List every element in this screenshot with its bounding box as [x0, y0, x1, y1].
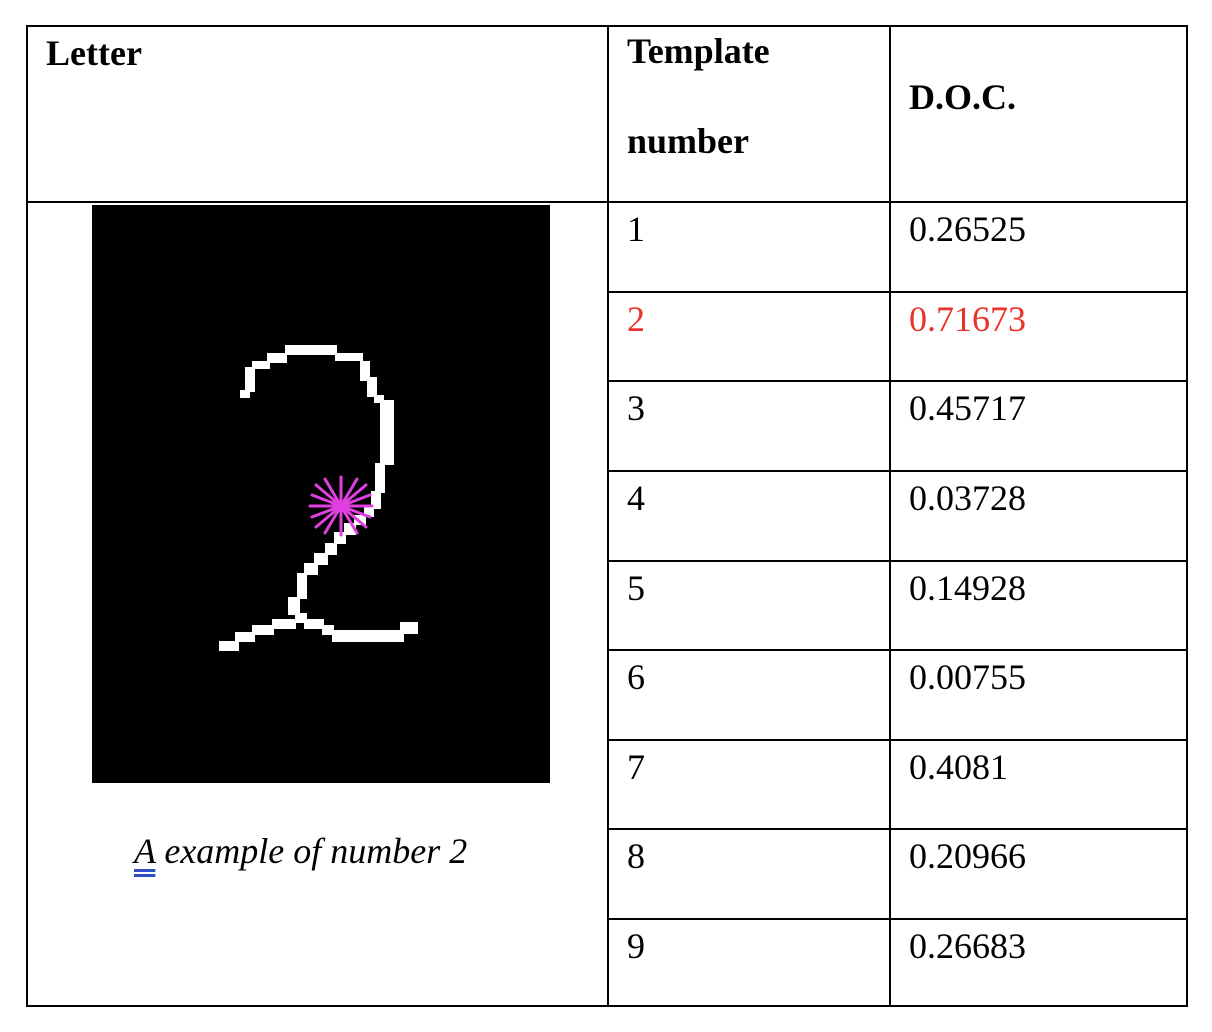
digit-two-drawing — [219, 345, 418, 651]
doc-value-cell: 0.45717 — [909, 388, 1026, 428]
caption-first-word[interactable]: A — [134, 831, 156, 871]
doc-value-cell: 0.26683 — [909, 926, 1026, 966]
row-divider — [607, 649, 1186, 651]
header-doc: D.O.C. — [909, 77, 1016, 117]
header-template-line2: number — [627, 121, 750, 161]
row-divider — [607, 739, 1186, 741]
template-number-cell: 5 — [627, 568, 645, 608]
doc-value-cell: 0.03728 — [909, 478, 1026, 518]
row-divider — [607, 918, 1186, 920]
header-template-line1: Template — [627, 31, 770, 71]
row-divider — [607, 470, 1186, 472]
column-divider — [889, 27, 891, 1005]
template-number-cell: 8 — [627, 836, 645, 876]
row-divider — [607, 828, 1186, 830]
digit-stroke — [219, 345, 418, 651]
header-letter: Letter — [46, 33, 142, 73]
row-divider — [607, 291, 1186, 293]
results-table: Letter Template number D.O.C. — [26, 25, 1188, 1007]
column-divider — [607, 27, 609, 1005]
row-divider — [607, 380, 1186, 382]
centroid-marker — [308, 475, 374, 537]
template-number-cell: 4 — [627, 478, 645, 518]
template-number-cell: 6 — [627, 657, 645, 697]
template-number-cell: 1 — [627, 209, 645, 249]
template-number-cell: 9 — [627, 926, 645, 966]
template-number-cell: 7 — [627, 747, 645, 787]
doc-value-cell: 0.71673 — [909, 299, 1026, 339]
doc-value-cell: 0.4081 — [909, 747, 1008, 787]
template-number-cell: 3 — [627, 388, 645, 428]
caption-rest: example of number 2 — [155, 831, 468, 871]
doc-value-cell: 0.00755 — [909, 657, 1026, 697]
digit-image — [92, 205, 550, 783]
doc-value-cell: 0.20966 — [909, 836, 1026, 876]
row-divider — [607, 560, 1186, 562]
doc-value-cell: 0.14928 — [909, 568, 1026, 608]
doc-value-cell: 0.26525 — [909, 209, 1026, 249]
image-caption: A example of number 2 — [134, 833, 467, 869]
header-divider — [28, 201, 1186, 203]
template-number-cell: 2 — [627, 299, 645, 339]
